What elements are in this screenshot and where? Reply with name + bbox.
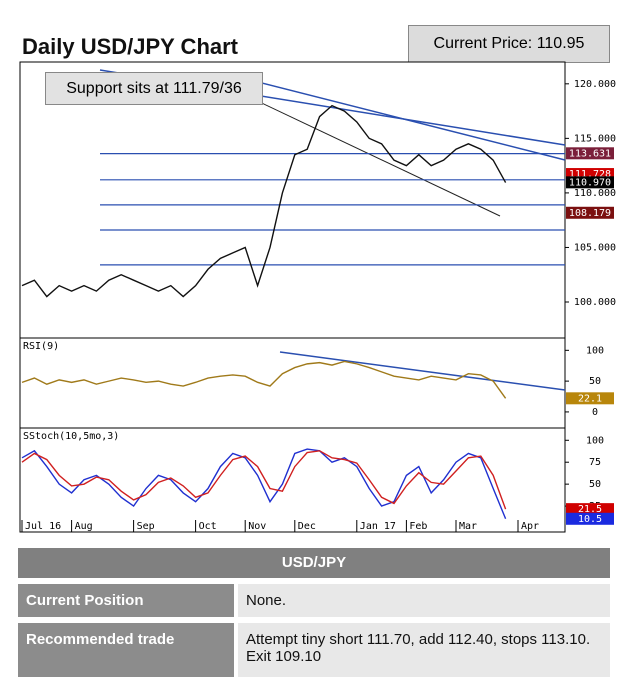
series-line <box>21 448 507 520</box>
chart: 100.000 105.000 110.000 115.000 120.000 113.6… <box>19 61 616 533</box>
price-tag <box>566 512 614 525</box>
series-line <box>21 104 507 298</box>
x-tick-label: Aug <box>75 521 93 532</box>
y-tick-label: 0 <box>592 407 598 418</box>
series-line <box>21 360 507 399</box>
price-tag <box>566 206 614 219</box>
annotation: Support sits at 111.79/36 <box>45 72 263 105</box>
table-row: Current Position None. <box>18 584 610 617</box>
series-line <box>21 450 507 510</box>
trend-line <box>249 79 566 161</box>
y-tick-label: 75 <box>589 457 601 468</box>
y-tick-label: 100 <box>586 345 604 356</box>
cell: Attempt tiny short 111.70, add 112.40, s… <box>238 623 610 677</box>
table: USD/JPY Current Position None. Recommend… <box>18 548 610 677</box>
x-tick-label: Feb <box>409 521 427 532</box>
current-price: Current Price: 110.95 <box>408 25 610 63</box>
title: Daily USD/JPY Chart <box>22 34 239 59</box>
price-tag-label: 21.5 <box>578 504 602 515</box>
x-tick-label: Mar <box>459 521 477 532</box>
x-tick-label: Dec <box>298 521 316 532</box>
price-tag-label: 10.5 <box>578 514 602 525</box>
trend-line <box>279 351 566 391</box>
price-tag <box>566 392 614 405</box>
y-tick-label: 105.000 <box>574 242 616 253</box>
y-tick-label: 100.000 <box>574 297 616 308</box>
price-tag-label: 110.970 <box>569 177 611 188</box>
y-tick-label: 100 <box>586 435 604 446</box>
x-tick-label: Jul 16 <box>25 521 61 532</box>
y-tick-label: 115.000 <box>574 133 616 144</box>
trend-line <box>229 87 501 217</box>
panel-label: SStoch(10,5mo,3) <box>23 431 119 442</box>
price-tag <box>566 147 614 160</box>
price-tag <box>566 503 614 516</box>
x-tick-label: Sep <box>137 521 155 532</box>
table-header: USD/JPY <box>18 548 610 578</box>
panel-label: RSI(9) <box>23 341 59 352</box>
cell: Current Position <box>18 584 234 617</box>
x-tick-label: Jan 17 <box>360 521 396 532</box>
cell: None. <box>238 584 610 617</box>
x-tick-label: Nov <box>248 521 266 532</box>
y-tick-label: 50 <box>589 376 601 387</box>
price-tag-label: 22.1 <box>578 393 602 404</box>
price-tag <box>566 176 614 189</box>
table-row: Recommended trade Attempt tiny short 111… <box>18 623 610 677</box>
x-tick-label: Apr <box>521 521 539 532</box>
y-tick-label: 110.000 <box>574 188 616 199</box>
price-tag-label: 113.631 <box>569 148 611 159</box>
cell: Recommended trade <box>18 623 234 677</box>
y-tick-label: 50 <box>589 479 601 490</box>
x-tick-label: Oct <box>199 521 217 532</box>
price-tag-label: 111.728 <box>569 169 611 180</box>
frame <box>19 61 566 533</box>
y-tick-label: 120.000 <box>574 79 616 90</box>
price-tag-label: 108.179 <box>569 208 611 219</box>
